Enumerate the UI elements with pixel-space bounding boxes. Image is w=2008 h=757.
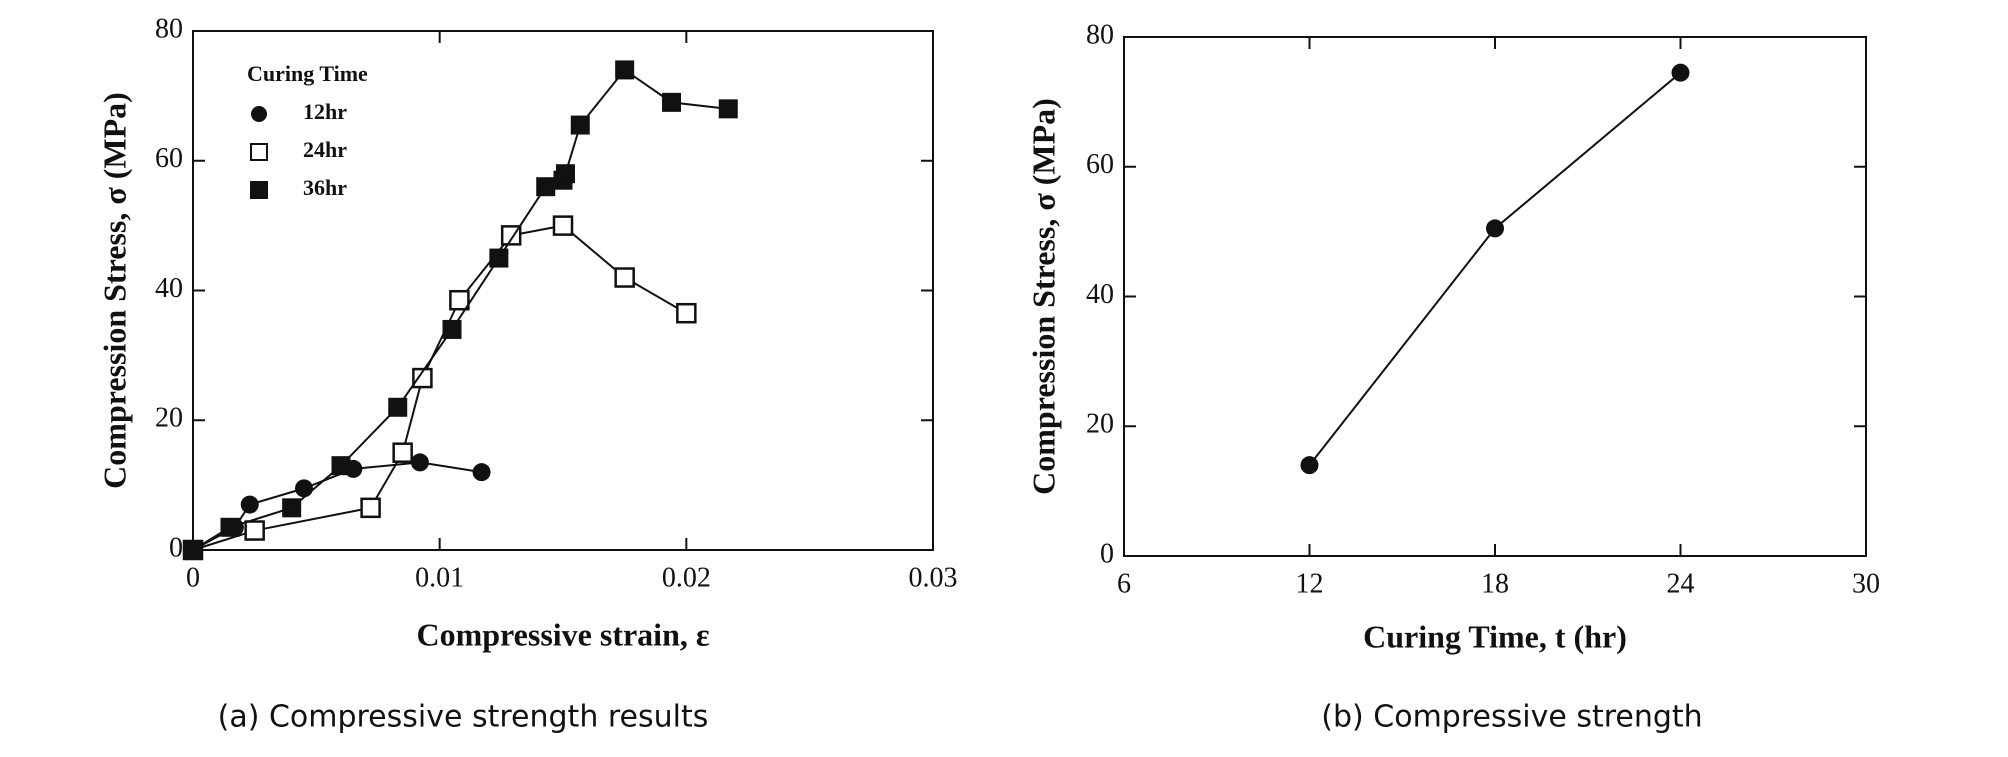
x-axis-label: Curing Time, t (hr)	[1363, 618, 1627, 654]
point	[360, 497, 381, 519]
point	[244, 520, 265, 541]
series-line	[1308, 71, 1682, 466]
x-tick-label: 6	[1117, 568, 1131, 599]
x-tick-label: 18	[1481, 568, 1509, 599]
point	[472, 463, 491, 482]
x-tick-label: 12	[1296, 568, 1324, 599]
legend-item: 36hr	[250, 175, 347, 200]
legend-marker	[250, 143, 268, 161]
point	[1486, 219, 1504, 238]
point	[552, 215, 574, 236]
legend-marker	[250, 181, 268, 199]
y-tick-label: 60	[155, 143, 183, 174]
legend-label: 36hr	[303, 175, 347, 200]
x-tick-label: 0	[186, 562, 200, 593]
point	[388, 397, 408, 417]
legend-label: 24hr	[303, 137, 347, 162]
y-tick-label: 60	[1086, 149, 1114, 180]
point	[676, 302, 697, 324]
point	[240, 495, 259, 514]
point	[410, 453, 429, 472]
y-axis-label: Compression Stress, σ (MPa)	[96, 92, 132, 489]
y-tick-label: 20	[1086, 409, 1114, 440]
point	[183, 540, 203, 560]
y-tick-label: 80	[155, 13, 183, 44]
point	[331, 456, 351, 476]
x-tick-label: 24	[1667, 568, 1695, 599]
point	[718, 99, 738, 119]
point	[662, 92, 682, 112]
legend-label: 12hr	[303, 99, 347, 124]
point	[442, 319, 462, 339]
x-axis-label: Compressive strain, ε	[416, 616, 709, 652]
series-line	[192, 224, 687, 551]
y-tick-label: 0	[169, 532, 183, 563]
y-tick-label: 0	[1100, 538, 1114, 569]
y-tick-label: 40	[155, 273, 183, 304]
point	[449, 289, 470, 311]
plot-frame	[1123, 36, 1867, 557]
point	[282, 498, 302, 518]
point	[570, 115, 590, 135]
x-tick-label: 0.02	[662, 562, 711, 593]
x-tick-label: 0.03	[909, 562, 958, 593]
point	[392, 442, 413, 463]
point	[1671, 63, 1690, 82]
point	[220, 517, 240, 537]
point	[412, 367, 433, 389]
y-axis-label: Compression Stress, σ (MPa)	[1025, 98, 1061, 495]
legend-item: 24hr	[250, 137, 347, 162]
caption: (a) Compressive strength results	[218, 700, 709, 735]
legend-marker	[251, 106, 267, 122]
y-tick-label: 40	[1086, 279, 1114, 310]
point	[536, 177, 556, 197]
y-tick-label: 80	[1086, 19, 1114, 50]
x-tick-label: 30	[1852, 568, 1880, 599]
caption: (b) Compressive strength	[1321, 700, 1702, 735]
legend-title: Curing Time	[247, 61, 368, 86]
point	[1300, 456, 1319, 475]
y-tick-label: 20	[155, 403, 183, 434]
point	[295, 479, 313, 498]
point	[615, 60, 635, 80]
x-tick-label: 0.01	[415, 562, 464, 593]
point	[555, 164, 575, 184]
point	[489, 248, 509, 268]
legend-item: 12hr	[251, 99, 347, 124]
point	[614, 267, 635, 288]
